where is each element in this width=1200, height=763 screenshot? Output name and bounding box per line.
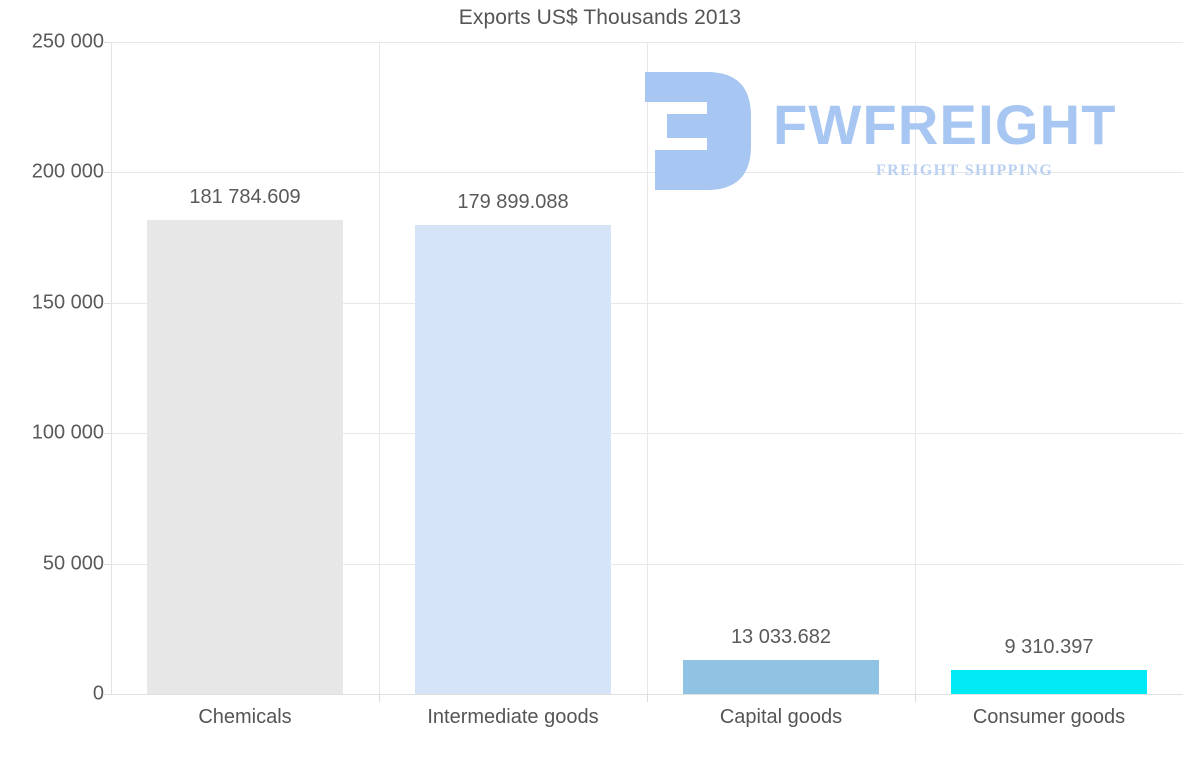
x-tick-label: Intermediate goods [427, 706, 599, 728]
y-tick-mark [104, 433, 111, 434]
x-tick-label: Capital goods [719, 706, 843, 728]
x-tick-mark [379, 694, 380, 702]
y-tick-label: 0 [92, 682, 104, 705]
bar[interactable] [415, 225, 611, 694]
y-tick-mark [104, 172, 111, 173]
y-tick-mark [104, 303, 111, 304]
y-tick-label: 200 000 [31, 160, 104, 183]
y-tick-mark [104, 42, 111, 43]
bar[interactable] [147, 220, 343, 694]
bar-value-label: 9 310.397 [1004, 636, 1094, 658]
x-tick-mark [915, 694, 916, 702]
y-tick-label: 150 000 [31, 291, 104, 314]
bar[interactable] [951, 670, 1147, 694]
x-tick-label: Consumer goods [972, 706, 1126, 728]
plot-area: 181 784.609 179 899.088 13 033.682 9 310.39… [111, 42, 1183, 694]
y-tick-label: 100 000 [31, 421, 104, 444]
bar-value-label: 181 784.609 [189, 186, 301, 208]
x-axis-baseline [104, 694, 1183, 695]
y-tick-label: 250 000 [31, 30, 104, 53]
y-tick-label: 50 000 [42, 552, 104, 575]
chart-title: Exports US$ Thousands 2013 [458, 6, 742, 29]
gridline-vertical [647, 42, 648, 694]
y-tick-mark [104, 564, 111, 565]
x-tick-mark [647, 694, 648, 702]
bar-value-label: 179 899.088 [457, 191, 569, 213]
y-axis-line [111, 42, 112, 694]
bar-value-label: 13 033.682 [730, 626, 832, 648]
x-tick-label: Chemicals [198, 706, 292, 728]
gridline-vertical [379, 42, 380, 694]
gridline-vertical [915, 42, 916, 694]
bar[interactable] [683, 660, 879, 694]
